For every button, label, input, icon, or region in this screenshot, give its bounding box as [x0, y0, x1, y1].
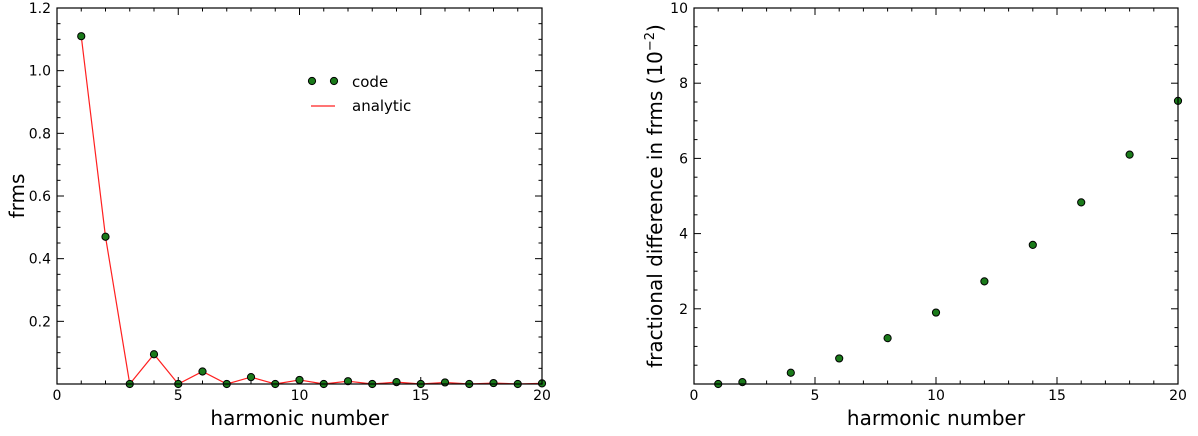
fractional-difference-point: [1125, 150, 1134, 159]
chart-right-y-tick-label: 10: [670, 1, 688, 17]
analytic-series-line: [80, 36, 543, 386]
fractional-difference-point: [931, 308, 941, 317]
chart-left-y-tick-label: 1.2: [29, 1, 51, 17]
code-point: [343, 377, 353, 386]
chart-left-y-tick-label: 0.4: [29, 252, 51, 268]
chart-right-x-tick-label: 20: [1169, 388, 1187, 404]
chart-left-y-tick-label: 0.8: [29, 126, 51, 142]
chart-right-ticks: [693, 7, 1179, 385]
chart-left-y-axis-label: frms: [5, 174, 29, 219]
chart-left-x-tick-label: 20: [533, 388, 551, 404]
code-point: [149, 350, 159, 359]
legend-code-marker: [307, 76, 317, 86]
fractional-difference-point: [786, 368, 795, 377]
chart-right-x-tick-label: 0: [690, 388, 699, 404]
fractional-difference-point: [1077, 198, 1086, 207]
chart-right-y-tick-label: 6: [679, 151, 688, 167]
chart-left-y-tick-label: 0.6: [29, 189, 51, 205]
chart-right-x-tick-label: 15: [1048, 388, 1066, 404]
fractional-difference-point: [1028, 240, 1037, 249]
fractional-difference-point: [835, 354, 844, 363]
chart-right-x-tick-label: 10: [927, 388, 945, 404]
chart-right-tick-labels: 0 5 10 15 20 2 4 6 8 10: [670, 1, 1187, 404]
chart-right-y-tick-label: 4: [679, 227, 688, 243]
code-point: [295, 375, 304, 385]
code-series-points: [77, 32, 547, 389]
chart-left-x-axis-label: harmonic number: [210, 406, 389, 430]
legend-code-marker: [329, 76, 339, 86]
chart-right-y-tick-label: 2: [679, 302, 688, 318]
chart-left-tick-labels: 0 5 10 15 20 0.2 0.4 0.6 0.8 1.0 1.2: [29, 1, 551, 404]
fractional-difference-point: [980, 277, 989, 286]
chart-left-ticks: [56, 7, 543, 385]
chart-left-x-tick-label: 5: [174, 388, 183, 404]
chart-left-x-tick-label: 10: [291, 388, 309, 404]
code-point: [392, 378, 401, 387]
code-point: [246, 373, 256, 382]
chart-right-y-axis-label-base: fractional difference in frms (10: [643, 51, 667, 368]
legend-analytic-label: analytic: [352, 97, 411, 115]
code-point: [440, 378, 450, 387]
chart-right-x-axis-label: harmonic number: [847, 406, 1026, 430]
chart-right-y-axis-label: fractional difference in frms (10−2): [643, 24, 667, 368]
code-point: [198, 367, 207, 376]
fractional-difference-points: [714, 96, 1183, 389]
code-point: [101, 232, 110, 241]
chart-right-x-tick-label: 5: [811, 388, 820, 404]
chart-left-x-tick-label: 0: [53, 388, 62, 404]
chart-left-legend: code analytic: [307, 73, 411, 115]
chart-left: 0 5 10 15 20 0.2 0.4 0.6 0.8 1.0 1.2 harmonic numb…: [5, 1, 551, 430]
chart-left-y-tick-label: 0.2: [29, 314, 51, 330]
chart-right-y-axis-label-exponent: −2: [643, 32, 658, 51]
code-point: [77, 32, 86, 41]
chart-left-frame: [56, 7, 543, 385]
fractional-difference-point: [883, 334, 892, 343]
code-point: [489, 378, 498, 388]
legend-code-label: code: [352, 73, 388, 91]
chart-right-y-axis-label-close: ): [643, 24, 667, 32]
chart-right-y-tick-label: 8: [679, 76, 688, 92]
chart-left-y-tick-label: 1.0: [29, 64, 51, 80]
chart-right: 0 5 10 15 20 2 4 6 8 10 harmonic number fractiona…: [643, 1, 1187, 430]
chart-right-frame: [693, 7, 1179, 385]
fractional-difference-point: [738, 378, 747, 387]
chart-left-x-tick-label: 15: [412, 388, 430, 404]
